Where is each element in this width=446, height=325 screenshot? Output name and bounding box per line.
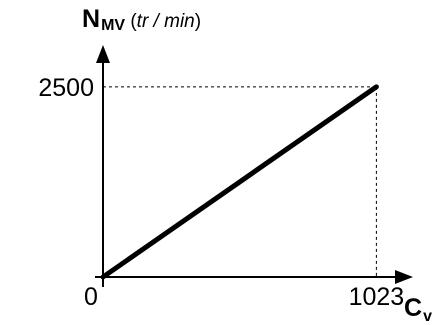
y-axis-label: NMV (tr / min) [82,5,201,34]
x-axis-arrow-icon [395,270,413,284]
tick-labels: 0 1023 2500 [38,74,404,311]
y-axis-label-unit-close: ) [195,11,201,32]
x-tick-label: 0 [84,283,98,311]
y-axis-label-main: N [82,5,100,33]
x-axis-label-main: C [404,294,422,322]
y-tick-label: 2500 [38,74,94,102]
x-axis-label-sub: v [423,308,432,325]
series-line [100,84,379,280]
y-axis-label-unit: tr / min [137,11,195,32]
x-axis-label: Cv [404,294,432,325]
y-axis-label-unit-open: ( [125,11,137,32]
x-tick-label: 1023 [349,283,405,311]
y-axis-label-sub: MV [101,17,125,34]
y-axis-arrow-icon [96,45,110,63]
